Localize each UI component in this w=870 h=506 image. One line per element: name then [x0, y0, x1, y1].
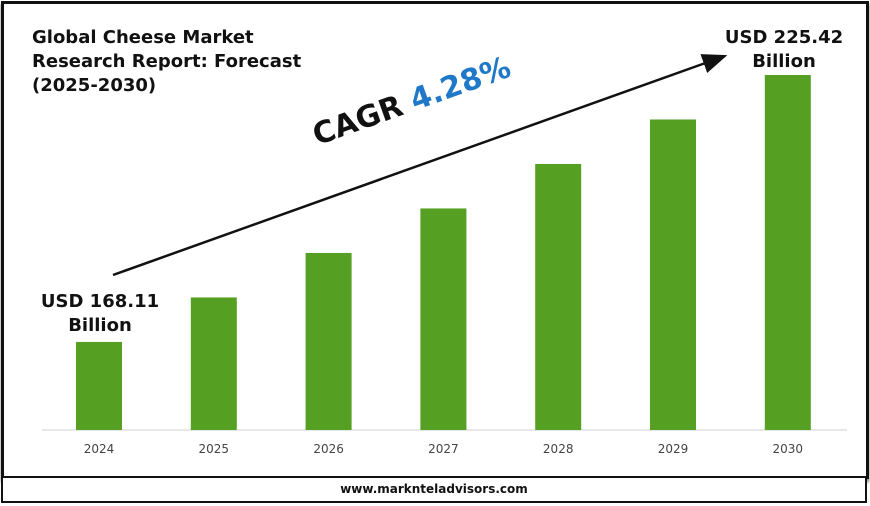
- bar-2026: [305, 252, 352, 430]
- x-tick-label: 2027: [428, 442, 459, 456]
- bar-chart: 2024 2025 2026 2027 2028 2029 2030: [42, 54, 847, 456]
- bar-2024: [76, 341, 122, 430]
- x-tick-label: 2025: [199, 442, 230, 456]
- bar-2030: [764, 75, 811, 430]
- start-value-line2: Billion: [68, 315, 132, 336]
- end-value-label: USD 225.42 Billion: [714, 26, 854, 74]
- x-tick-label: 2029: [658, 442, 689, 456]
- bar-2029: [650, 119, 696, 430]
- cagr-arrow: [112, 54, 728, 277]
- start-value-line1: USD 168.11: [40, 291, 160, 312]
- chart-title: Global Cheese Market Research Report: Fo…: [32, 27, 302, 96]
- footer-url: www.marknteladvisors.com: [1, 478, 867, 503]
- x-tick-label: 2024: [84, 442, 115, 456]
- bar-2028: [535, 163, 582, 430]
- end-value-line2: Billion: [752, 51, 816, 72]
- bar-2027: [420, 208, 467, 430]
- start-value-label: USD 168.11 Billion: [30, 290, 170, 338]
- x-tick-label: 2028: [543, 442, 574, 456]
- bar-2025: [190, 297, 237, 430]
- x-tick-label: 2026: [313, 442, 344, 456]
- end-value-line1: USD 225.42: [724, 27, 844, 48]
- x-tick-label: 2030: [773, 442, 804, 456]
